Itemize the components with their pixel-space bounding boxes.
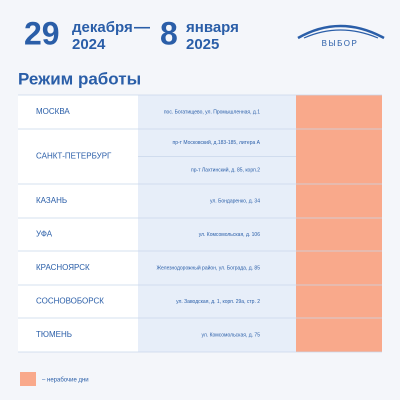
dash: — <box>134 19 150 36</box>
city: МОСКВА <box>36 107 70 116</box>
start-month: декабря <box>72 19 133 36</box>
logo-arc <box>297 24 385 40</box>
closed-cell <box>296 251 382 285</box>
address-cell <box>138 285 296 318</box>
address-cell <box>138 251 296 285</box>
end-day: 8 <box>160 15 178 51</box>
closed-cell <box>296 129 382 184</box>
city-cell <box>18 285 138 318</box>
city-cell <box>18 218 138 251</box>
start-year: 2024 <box>72 36 106 53</box>
address-cell <box>138 218 296 251</box>
city: КАЗАНЬ <box>36 196 67 205</box>
logo: ВЫБОР <box>297 24 385 48</box>
table: МОСКВА пос. Богатищево, ул. Промышленная,… <box>18 94 382 353</box>
city-cell <box>18 318 138 352</box>
city: САНКТ-ПЕТЕРБУРГ <box>36 152 112 161</box>
address: пр-т Лахтинский, д. 85, корп.2 <box>191 167 260 174</box>
end-month: января <box>186 19 239 36</box>
address: ул. Комсомольская, д. 106 <box>199 232 261 238</box>
address: ул. Комсомольская, д. 75 <box>201 332 260 338</box>
city: ТЮМЕНЬ <box>36 330 72 339</box>
city: УФА <box>36 230 53 239</box>
logo-text: ВЫБОР <box>322 39 359 48</box>
city-cell <box>18 184 138 218</box>
logo-arc <box>303 29 379 39</box>
city-cell <box>18 95 138 129</box>
city: КРАСНОЯРСК <box>36 263 90 272</box>
closed-cell <box>296 184 382 218</box>
start-day: 29 <box>24 15 60 51</box>
address: Железнодорожный район, ул. Бограда, д. 8… <box>156 264 260 271</box>
address-cell <box>138 318 296 352</box>
end-year: 2025 <box>186 36 219 53</box>
address-cell <box>138 95 296 129</box>
closed-cell <box>296 318 382 352</box>
city: СОСНОВОБОРСК <box>36 297 104 306</box>
address: ул. Бондаренко, д. 34 <box>210 198 260 204</box>
address: ул. Заводская, д. 1, корп. 29а, стр. 2 <box>176 299 260 305</box>
title: Режим работы <box>18 69 141 88</box>
address: пос. Богатищево, ул. Промышленная, д.1 <box>164 109 260 115</box>
address: пр-т Московский, д.183-185, литера А <box>173 139 261 146</box>
closed-cell <box>296 218 382 251</box>
city-cell <box>18 251 138 285</box>
legend-swatch <box>20 372 36 386</box>
closed-cell <box>296 285 382 318</box>
closed-cell <box>296 95 382 129</box>
legend-text: – нерабочие дни <box>42 378 89 384</box>
address-cell <box>138 184 296 218</box>
city-cell <box>18 129 138 184</box>
